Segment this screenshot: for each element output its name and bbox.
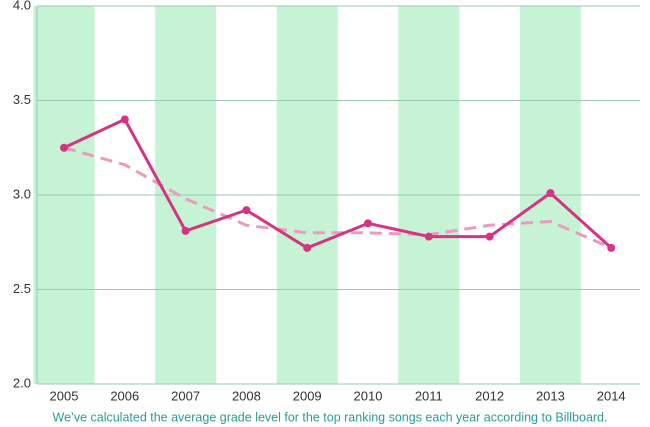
- series-line: [63, 146, 612, 250]
- series-line: [63, 117, 613, 250]
- point: [546, 189, 555, 198]
- x-tick-label: 2005: [50, 388, 79, 403]
- y-tick-label: 2.0: [13, 375, 31, 390]
- x-tick-label: 2010: [354, 388, 383, 403]
- point: [120, 115, 129, 124]
- y-tick-label: 2.5: [13, 281, 31, 296]
- point: [364, 219, 372, 228]
- point: [424, 232, 433, 241]
- point: [242, 206, 251, 215]
- x-tick-label: 2011: [415, 388, 443, 403]
- x-tick-label: 2008: [232, 388, 261, 403]
- x-tick-label: 2009: [293, 388, 322, 403]
- y-tick-label: 3.5: [13, 92, 31, 107]
- caption: We’ve calculated the average grade level…: [53, 410, 608, 424]
- point: [60, 143, 68, 152]
- point: [485, 232, 494, 241]
- point: [303, 243, 312, 252]
- x-tick-label: 2007: [171, 388, 200, 403]
- y-tick-label: 4.0: [13, 0, 31, 12]
- x-tick-label: 2013: [536, 388, 565, 403]
- point: [607, 243, 616, 252]
- x-tick-label: 2012: [475, 388, 504, 403]
- x-tick-label: 2006: [110, 388, 139, 403]
- y-tick-label: 3.0: [13, 186, 31, 201]
- x-tick-label: 2014: [597, 388, 626, 403]
- point: [181, 226, 190, 235]
